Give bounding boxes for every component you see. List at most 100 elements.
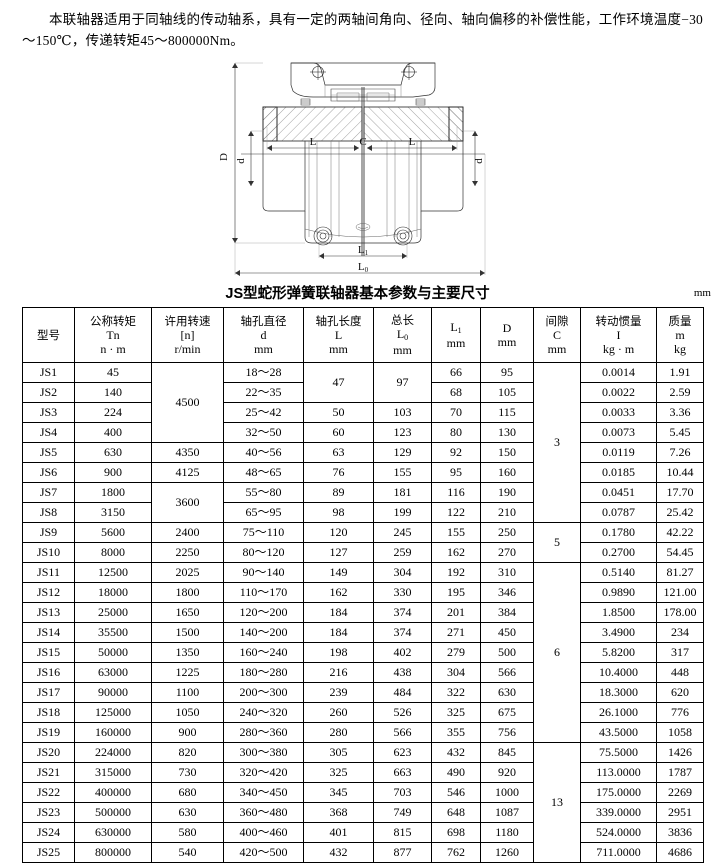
cell-bore-length: 198 — [303, 642, 374, 663]
cell-bore-diameter: 300～380 — [223, 742, 304, 763]
cell-l1: 122 — [431, 502, 481, 523]
cell-bore-diameter: 65～95 — [223, 502, 304, 523]
cell-allowable-speed: 2250 — [151, 542, 224, 563]
cell-model: JS23 — [22, 802, 75, 823]
cell-mass: 2269 — [656, 782, 704, 803]
cell-bore-length: 345 — [303, 782, 374, 803]
cell-outer-diameter: 115 — [480, 402, 534, 423]
cell-model: JS1 — [22, 362, 75, 383]
cell-nominal-torque: 900 — [74, 462, 152, 483]
table-row: JS5 630 4350 40～56 63 129 92 150 0.0119 7.26 — [22, 442, 704, 463]
cell-bore-diameter: 25～42 — [223, 402, 304, 423]
cell-l1: 195 — [431, 582, 481, 603]
cell-outer-diameter: 566 — [480, 662, 534, 683]
cell-outer-diameter: 210 — [480, 502, 534, 523]
cell-allowable-speed: 540 — [151, 842, 224, 863]
cell-outer-diameter: 500 — [480, 642, 534, 663]
header-unit: kg — [674, 342, 686, 356]
cell-moment-of-inertia: 0.2700 — [580, 542, 657, 563]
cell-moment-of-inertia: 0.0033 — [580, 402, 657, 423]
cell-bore-length: 368 — [303, 802, 374, 823]
cell-model: JS10 — [22, 542, 75, 563]
label-L-right: L — [408, 136, 415, 148]
cell-model: JS20 — [22, 742, 75, 763]
cell-bore-length: 60 — [303, 422, 374, 443]
table-row: JS10 8000 2250 80～120 127 259 162 270 0.2700 54.4… — [22, 542, 704, 563]
cell-total-length: 199 — [373, 502, 432, 523]
cell-bore-diameter: 340～450 — [223, 782, 304, 803]
label-d-right: d — [473, 158, 485, 164]
cell-moment-of-inertia: 0.1780 — [580, 522, 657, 543]
cell-outer-diameter: 95 — [480, 362, 534, 383]
cell-outer-diameter: 270 — [480, 542, 534, 563]
cell-nominal-torque: 63000 — [74, 662, 152, 683]
table-title: JS型蛇形弹簧联轴器基本参数与主要尺寸 — [225, 286, 490, 302]
header-unit: mm — [393, 343, 412, 357]
cell-nominal-torque: 140 — [74, 382, 152, 403]
table-row: JS24 630000 580 400～460 401 815 698 1180 524.000… — [22, 822, 704, 843]
header-label-cn: 转动惯量 — [595, 314, 642, 328]
cell-l1: 116 — [431, 482, 481, 503]
coupling-drawing: D d d L C L L1 L0 — [0, 51, 725, 283]
cell-bore-diameter: 320～420 — [223, 762, 304, 783]
cell-bore-diameter: 90～140 — [223, 562, 304, 583]
header-symbol: d — [260, 328, 267, 342]
header-unit: mm — [547, 342, 567, 356]
cell-l1: 355 — [431, 722, 481, 743]
cell-mass: 5.45 — [656, 422, 704, 443]
cell-model: JS4 — [22, 422, 75, 443]
cell-allowable-speed: 730 — [151, 762, 224, 783]
cell-nominal-torque: 500000 — [74, 802, 152, 823]
cell-bore-diameter: 280～360 — [223, 722, 304, 743]
header-symbol: D — [502, 321, 512, 335]
cell-bore-length: 127 — [303, 542, 374, 563]
cell-moment-of-inertia: 1.8500 — [580, 602, 657, 623]
cell-allowable-speed: 1500 — [151, 622, 224, 643]
cell-allowable-speed: 1225 — [151, 662, 224, 683]
cell-bore-diameter: 40～56 — [223, 442, 304, 463]
header-symbol: I — [616, 328, 621, 342]
cell-bore-length: 76 — [303, 462, 374, 483]
table-row: JS20 224000 820 300～380 305 623 432 845 13 75.500… — [22, 742, 704, 863]
header-label-cn: 许用转速 — [164, 314, 211, 328]
table-body: JS1 45 4500 18～28 47 97 66 95 3 0.0014 1.91 JS2 140 2… — [22, 362, 704, 863]
cell-outer-diameter: 150 — [480, 442, 534, 463]
cell-model: JS15 — [22, 642, 75, 663]
header-unit: mm — [254, 342, 273, 356]
cell-bore-diameter: 22～35 — [223, 382, 304, 403]
cell-bore-length: 280 — [303, 722, 374, 743]
cell-outer-diameter: 105 — [480, 382, 534, 403]
cell-nominal-torque: 630 — [74, 442, 152, 463]
cell-nominal-torque: 25000 — [74, 602, 152, 623]
cell-allowable-speed: 3600 — [151, 482, 224, 523]
cell-total-length: 103 — [373, 402, 432, 423]
cell-bore-diameter: 360～480 — [223, 802, 304, 823]
cell-moment-of-inertia: 10.4000 — [580, 662, 657, 683]
table-row: JS3 224 25～42 50 103 70 115 0.0033 3.36 — [22, 402, 704, 423]
cell-moment-of-inertia: 26.1000 — [580, 702, 657, 723]
table-header-cell-1: 公称转矩 Tn n · m — [74, 307, 152, 363]
header-label-cn: 型号 — [37, 328, 60, 342]
cell-allowable-speed: 1800 — [151, 582, 224, 603]
cell-bore-length: 260 — [303, 702, 374, 723]
cell-model: JS3 — [22, 402, 75, 423]
cell-mass: 1.91 — [656, 362, 704, 383]
cell-moment-of-inertia: 524.0000 — [580, 822, 657, 843]
cell-nominal-torque: 90000 — [74, 682, 152, 703]
cell-bore-diameter: 18～28 — [223, 362, 304, 383]
cell-bore-diameter: 48～65 — [223, 462, 304, 483]
header-label-cn: 公称转矩 — [90, 314, 136, 328]
cell-mass: 178.00 — [656, 602, 704, 623]
cell-mass: 776 — [656, 702, 704, 723]
cell-moment-of-inertia: 0.0185 — [580, 462, 657, 483]
cell-moment-of-inertia: 0.9890 — [580, 582, 657, 603]
cell-gap: 13 — [533, 742, 581, 863]
cell-l1: 322 — [431, 682, 481, 703]
table-row: JS9 5600 2400 75～110 120 245 155 250 5 0.1780 42.2… — [22, 522, 704, 563]
cell-total-length: 123 — [373, 422, 432, 443]
cell-mass: 2.59 — [656, 382, 704, 403]
cell-bore-diameter: 400～460 — [223, 822, 304, 843]
cell-l1: 66 — [431, 362, 481, 383]
